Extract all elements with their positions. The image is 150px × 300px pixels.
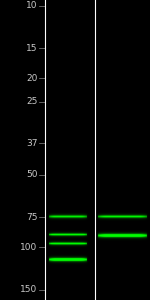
Text: 150: 150	[20, 286, 38, 295]
Text: 15: 15	[26, 44, 38, 53]
Text: 50: 50	[26, 170, 38, 179]
Text: 10: 10	[26, 1, 38, 10]
Text: 100: 100	[20, 243, 38, 252]
Text: 75: 75	[26, 213, 38, 222]
Text: 37: 37	[26, 139, 38, 148]
Text: 25: 25	[26, 98, 38, 106]
Text: 20: 20	[26, 74, 38, 83]
